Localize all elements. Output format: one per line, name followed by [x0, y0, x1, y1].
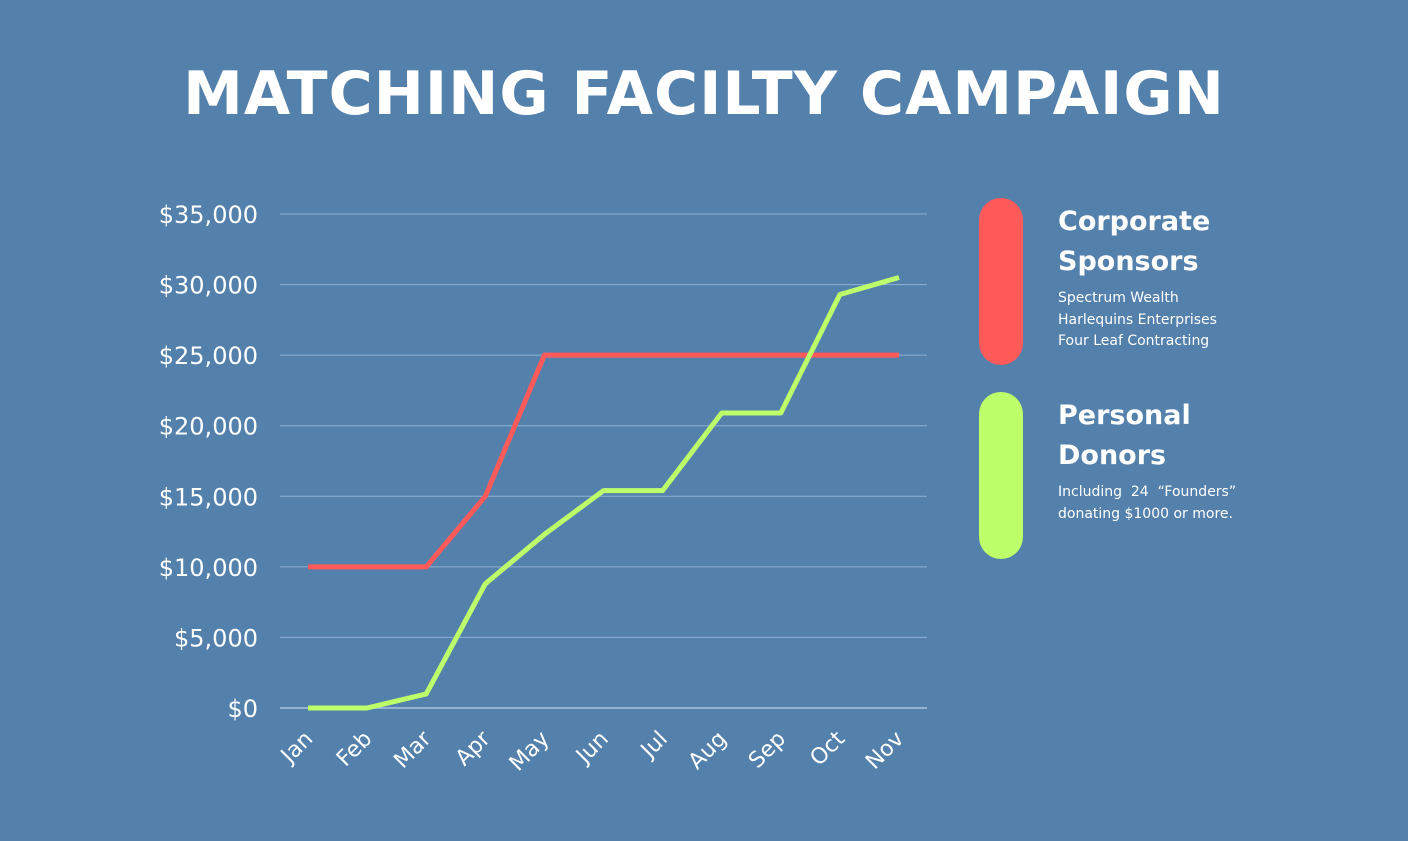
x-tick-label: Jan [275, 727, 318, 770]
x-tick-label: Jun [570, 727, 613, 770]
legend-name-line2: Donors [1058, 440, 1167, 471]
x-tick-label: May [505, 727, 555, 777]
y-tick-label: $5,000 [174, 624, 258, 652]
y-tick-label: $10,000 [159, 554, 258, 582]
y-tick-label: $30,000 [159, 272, 258, 300]
x-tick-label: Jul [635, 727, 673, 765]
x-tick-label: Feb [332, 727, 377, 772]
legend-name-line1: Corporate [1058, 206, 1211, 237]
y-tick-label: $20,000 [159, 413, 258, 441]
legend-detail: Spectrum Wealth [1058, 290, 1179, 306]
legend-name-line1: Personal [1058, 400, 1191, 431]
x-tick-label: Apr [451, 726, 496, 771]
series-line-corporate-sponsors [308, 352, 899, 570]
x-tick-label: Aug [684, 727, 732, 775]
x-tick-label: Oct [806, 726, 851, 771]
legend-detail: Including 24 “Founders” [1058, 484, 1237, 500]
legend-swatch-personal [979, 392, 1023, 559]
legend-detail: donating $1000 or more. [1058, 505, 1233, 522]
x-tick-label: Mar [389, 726, 437, 774]
page-title: MATCHING FACILTY CAMPAIGN [183, 59, 1225, 129]
legend-swatch-corporate [979, 198, 1023, 365]
y-tick-label: $0 [227, 695, 258, 723]
x-tick-label: Sep [744, 727, 791, 774]
legend-detail: Four Leaf Contracting [1058, 333, 1210, 349]
y-tick-label: $25,000 [159, 342, 258, 370]
series-line-personal-donors [308, 275, 900, 711]
legend-name-line2: Sponsors [1058, 246, 1199, 277]
x-tick-label: Nov [861, 727, 909, 775]
y-tick-label: $35,000 [159, 201, 258, 229]
legend-detail: Harlequins Enterprises [1058, 311, 1217, 328]
y-tick-label: $15,000 [159, 483, 258, 511]
